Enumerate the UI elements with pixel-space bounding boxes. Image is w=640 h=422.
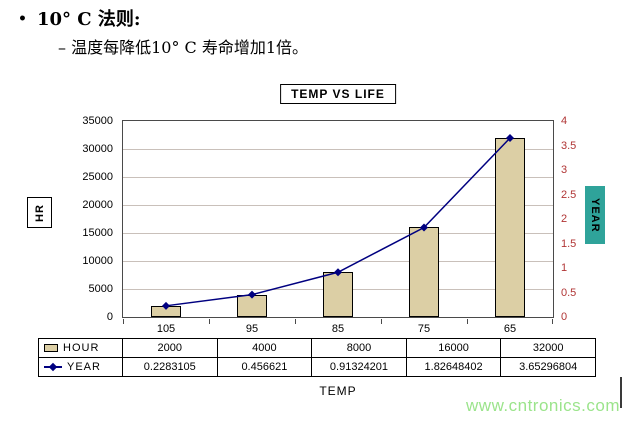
line-legend-icon [44,362,62,372]
diamond-marker [506,134,514,143]
table-row-year: YEAR 0.2283105 0.456621 0.91324201 1.8264840… [38,357,596,377]
x-axis-tick [209,319,210,324]
table-value: 1.82648402 [405,357,502,377]
y-right-tick-label: 1 [561,262,568,274]
y-left-tick-label: 15000 [82,227,113,239]
right-axis-title-box: YEAR [585,186,605,244]
y-right-tick-label: 0 [561,311,568,323]
x-axis-tick [123,319,124,324]
table-value: 8000 [311,338,407,358]
y-left-tick-label: 5000 [88,283,113,295]
divider [620,377,622,408]
y-right-tick-label: 2.5 [561,188,577,201]
x-axis-ticks [123,319,553,324]
x-axis-tick [295,319,296,324]
legend-hour: HOUR [38,338,123,358]
y-left-tick-label: 30000 [82,143,113,155]
diamond-marker [248,290,256,299]
y-right-tick-label: 2 [561,213,568,225]
y-left-tick-label: 25000 [82,171,113,183]
table-value: 0.456621 [216,357,313,377]
table-value: 0.91324201 [311,357,407,377]
x-tick-label: 95 [245,323,259,335]
gridline [123,233,553,234]
watermark: www.cntronics.com [466,396,620,415]
plot-area [122,120,554,318]
x-tick-label: 75 [417,323,431,335]
line-series [162,134,514,310]
x-tick-label: 85 [331,323,345,335]
gridline [123,149,553,150]
x-tick-label: 65 [503,323,517,335]
table-row-hour: HOUR 2000 4000 8000 16000 32000 [38,338,596,358]
gridline [123,177,553,178]
table-value: 16000 [405,338,502,358]
diamond-marker [334,268,342,277]
table-value: 3.65296804 [500,357,596,377]
bar-75 [409,227,439,317]
legend-label: YEAR [67,361,101,374]
gridline [123,261,553,262]
table-value: 0.2283105 [122,357,218,377]
diamond-marker [420,223,428,232]
table-value: 2000 [122,338,218,358]
y-left-tick-label: 35000 [82,115,113,127]
bullet-text-1: 10° C 法则: [36,9,141,30]
y-right-tick-label: 3 [561,164,568,176]
x-axis-title: TEMP [319,384,357,398]
left-axis-title-box: HR [27,197,52,228]
bullet-text-2: – 温度每降低10° C 寿命增加1倍。 [58,38,309,57]
y-right-tick-label: 4 [561,115,568,127]
left-axis-title: HR [33,203,46,222]
table-value: 4000 [216,338,313,358]
right-axis-title: YEAR [589,197,601,233]
x-axis-labels: 105 95 85 75 65 [123,323,553,337]
y-right-tick-label: 0.5 [561,286,577,299]
x-axis-tick [381,319,382,324]
bar-85 [323,272,353,317]
y-right-tick-label: 1.5 [561,237,577,250]
bar-65 [495,137,525,317]
table-value: 32000 [500,338,596,358]
bullet-line-1: • 10° C 法则: [18,5,141,31]
chart-title: TEMP VS LIFE [280,84,396,104]
bar-legend-icon [44,344,58,353]
diamond-marker [162,301,170,310]
gridline [123,205,553,206]
x-tick-label: 105 [156,323,176,335]
y-axis-right: 0 0.5 1 1.5 2 2.5 3 3.5 4 [558,115,598,323]
diamond-icon [48,362,58,372]
legend-label: HOUR [63,342,100,355]
y-axis-left: 0 5000 10000 15000 20000 25000 30000 35000 [62,115,116,323]
legend-year: YEAR [38,357,123,377]
y-right-tick-label: 3.5 [561,139,577,152]
y-left-tick-label: 10000 [82,255,113,267]
y-left-tick-label: 0 [106,311,113,323]
line-path [165,137,511,307]
data-table: HOUR 2000 4000 8000 16000 32000 YEAR 0.2283105 0… [38,338,596,377]
y-left-tick-label: 20000 [82,199,113,211]
x-axis-tick [467,319,468,324]
x-axis-tick [552,319,553,324]
bullet-marker: • [18,11,27,27]
